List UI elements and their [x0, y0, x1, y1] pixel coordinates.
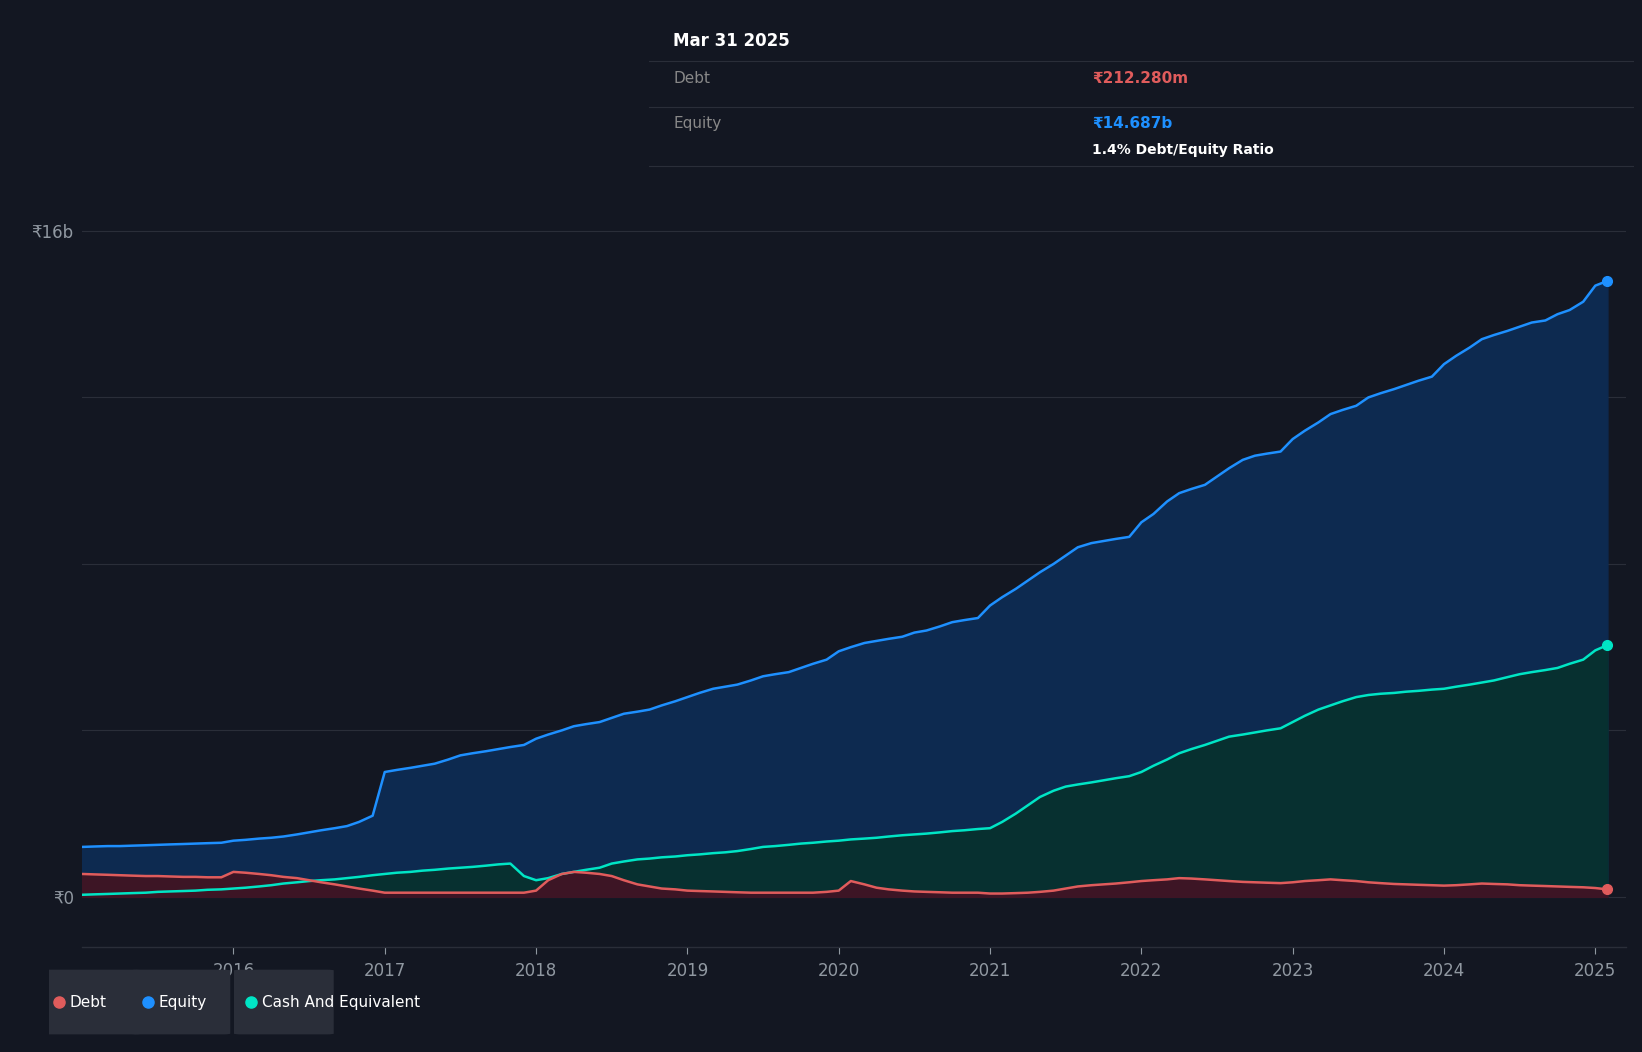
Text: ₹212.280m: ₹212.280m — [1092, 70, 1189, 86]
Text: Equity: Equity — [673, 116, 721, 130]
Text: Debt: Debt — [673, 70, 711, 86]
Text: Mar 31 2025: Mar 31 2025 — [673, 32, 790, 50]
FancyBboxPatch shape — [43, 970, 141, 1034]
Text: Debt: Debt — [71, 994, 107, 1010]
FancyBboxPatch shape — [131, 970, 230, 1034]
FancyBboxPatch shape — [233, 970, 333, 1034]
Text: 1.4% Debt/Equity Ratio: 1.4% Debt/Equity Ratio — [1092, 143, 1274, 157]
Text: Cash And Equivalent: Cash And Equivalent — [263, 994, 420, 1010]
Text: ₹14.687b: ₹14.687b — [1092, 116, 1172, 130]
Text: Equity: Equity — [159, 994, 207, 1010]
